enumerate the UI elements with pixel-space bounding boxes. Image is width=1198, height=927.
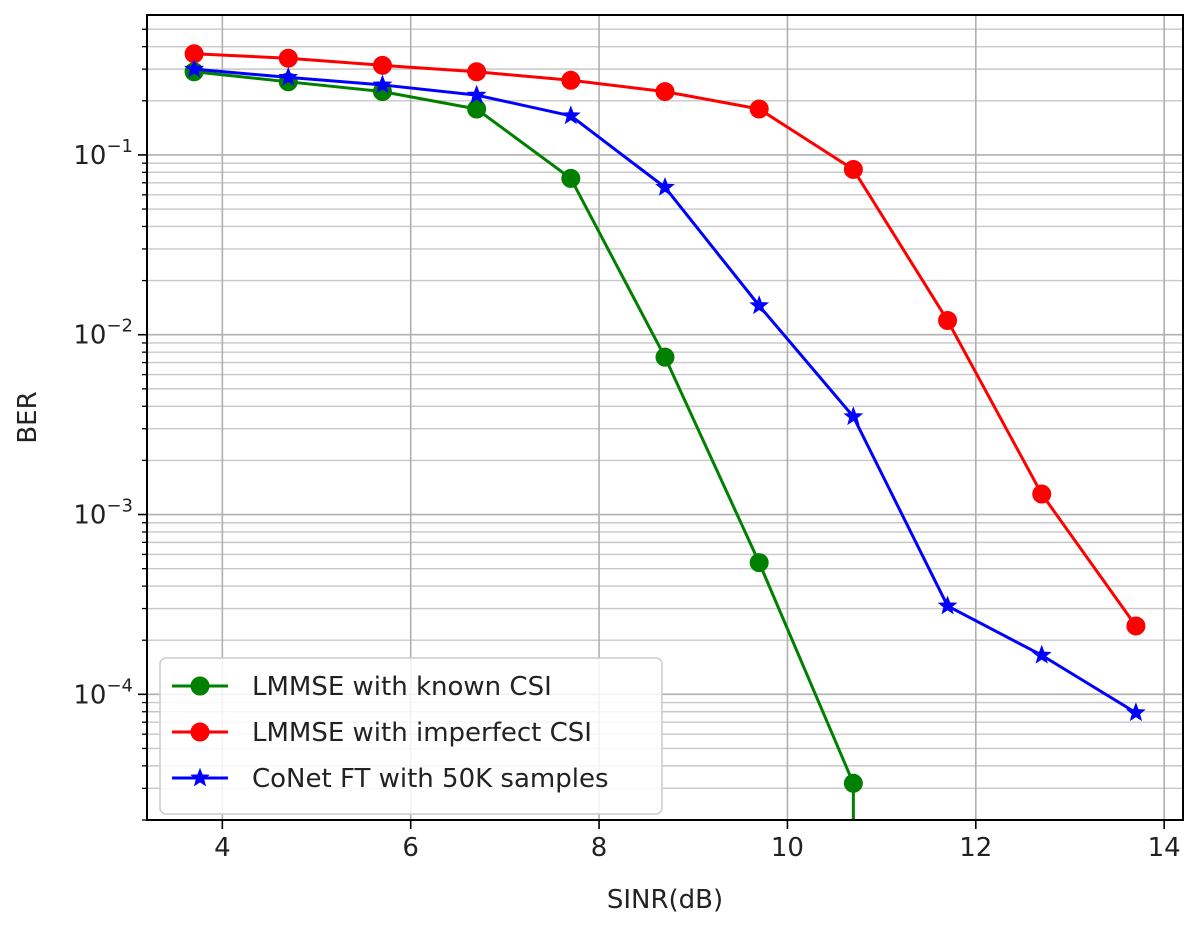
data-point (1126, 616, 1146, 636)
plot-area-frame (146, 14, 1184, 821)
data-point (561, 70, 581, 90)
y-tick-label: 10−1 (73, 136, 133, 171)
data-point (749, 295, 770, 315)
x-tick-label: 14 (1148, 833, 1181, 863)
data-point (1031, 644, 1052, 664)
data-point (278, 48, 298, 68)
legend-label: CoNet FT with 50K samples (252, 764, 609, 794)
data-point (655, 82, 675, 102)
legend-item: LMMSE with imperfect CSI (172, 718, 592, 748)
data-point (467, 62, 487, 82)
data-point (560, 105, 581, 125)
data-point (655, 176, 675, 196)
legend-marker (190, 722, 210, 742)
legend: LMMSE with known CSI LMMSE with imperfect… (159, 657, 663, 815)
data-point (843, 406, 864, 426)
legend-marker (190, 767, 210, 787)
x-tick-label: 10 (771, 833, 804, 863)
data-point (937, 595, 958, 615)
legend-label: LMMSE with imperfect CSI (252, 718, 592, 748)
y-axis-ticks: 10−4 10−3 10−2 10−1 (73, 28, 147, 821)
x-tick-label: 8 (591, 833, 608, 863)
data-point (749, 99, 769, 119)
data-point (372, 74, 393, 94)
legend-label: LMMSE with known CSI (252, 672, 552, 702)
data-point (466, 84, 487, 104)
legend-item: LMMSE with known CSI (172, 672, 552, 702)
x-tick-label: 6 (402, 833, 419, 863)
y-tick-label: 10−2 (73, 316, 133, 351)
series-layer (184, 44, 1146, 820)
y-tick-label: 10−4 (73, 675, 133, 710)
x-tick-label: 12 (959, 833, 992, 863)
y-axis-title: BER (13, 391, 43, 443)
data-point (655, 347, 675, 367)
data-point (1032, 484, 1052, 504)
series-3 (184, 58, 1146, 722)
legend-marker (190, 676, 210, 696)
data-point (372, 55, 392, 75)
y-tick-label: 10−3 (73, 496, 133, 531)
data-point (938, 310, 958, 330)
x-axis-ticks: 4 6 8 10 12 14 (214, 820, 1181, 863)
x-tick-label: 4 (214, 833, 231, 863)
data-point (749, 553, 769, 573)
data-point (843, 159, 863, 179)
data-point (467, 99, 487, 119)
legend-item: CoNet FT with 50K samples (172, 764, 609, 794)
series-2 (184, 44, 1146, 636)
data-point (1125, 702, 1146, 722)
data-point (184, 58, 204, 78)
data-point (278, 66, 299, 86)
data-point (843, 773, 863, 793)
legend-box (159, 657, 663, 815)
data-point (561, 168, 581, 188)
x-axis-title: SINR(dB) (607, 885, 723, 915)
